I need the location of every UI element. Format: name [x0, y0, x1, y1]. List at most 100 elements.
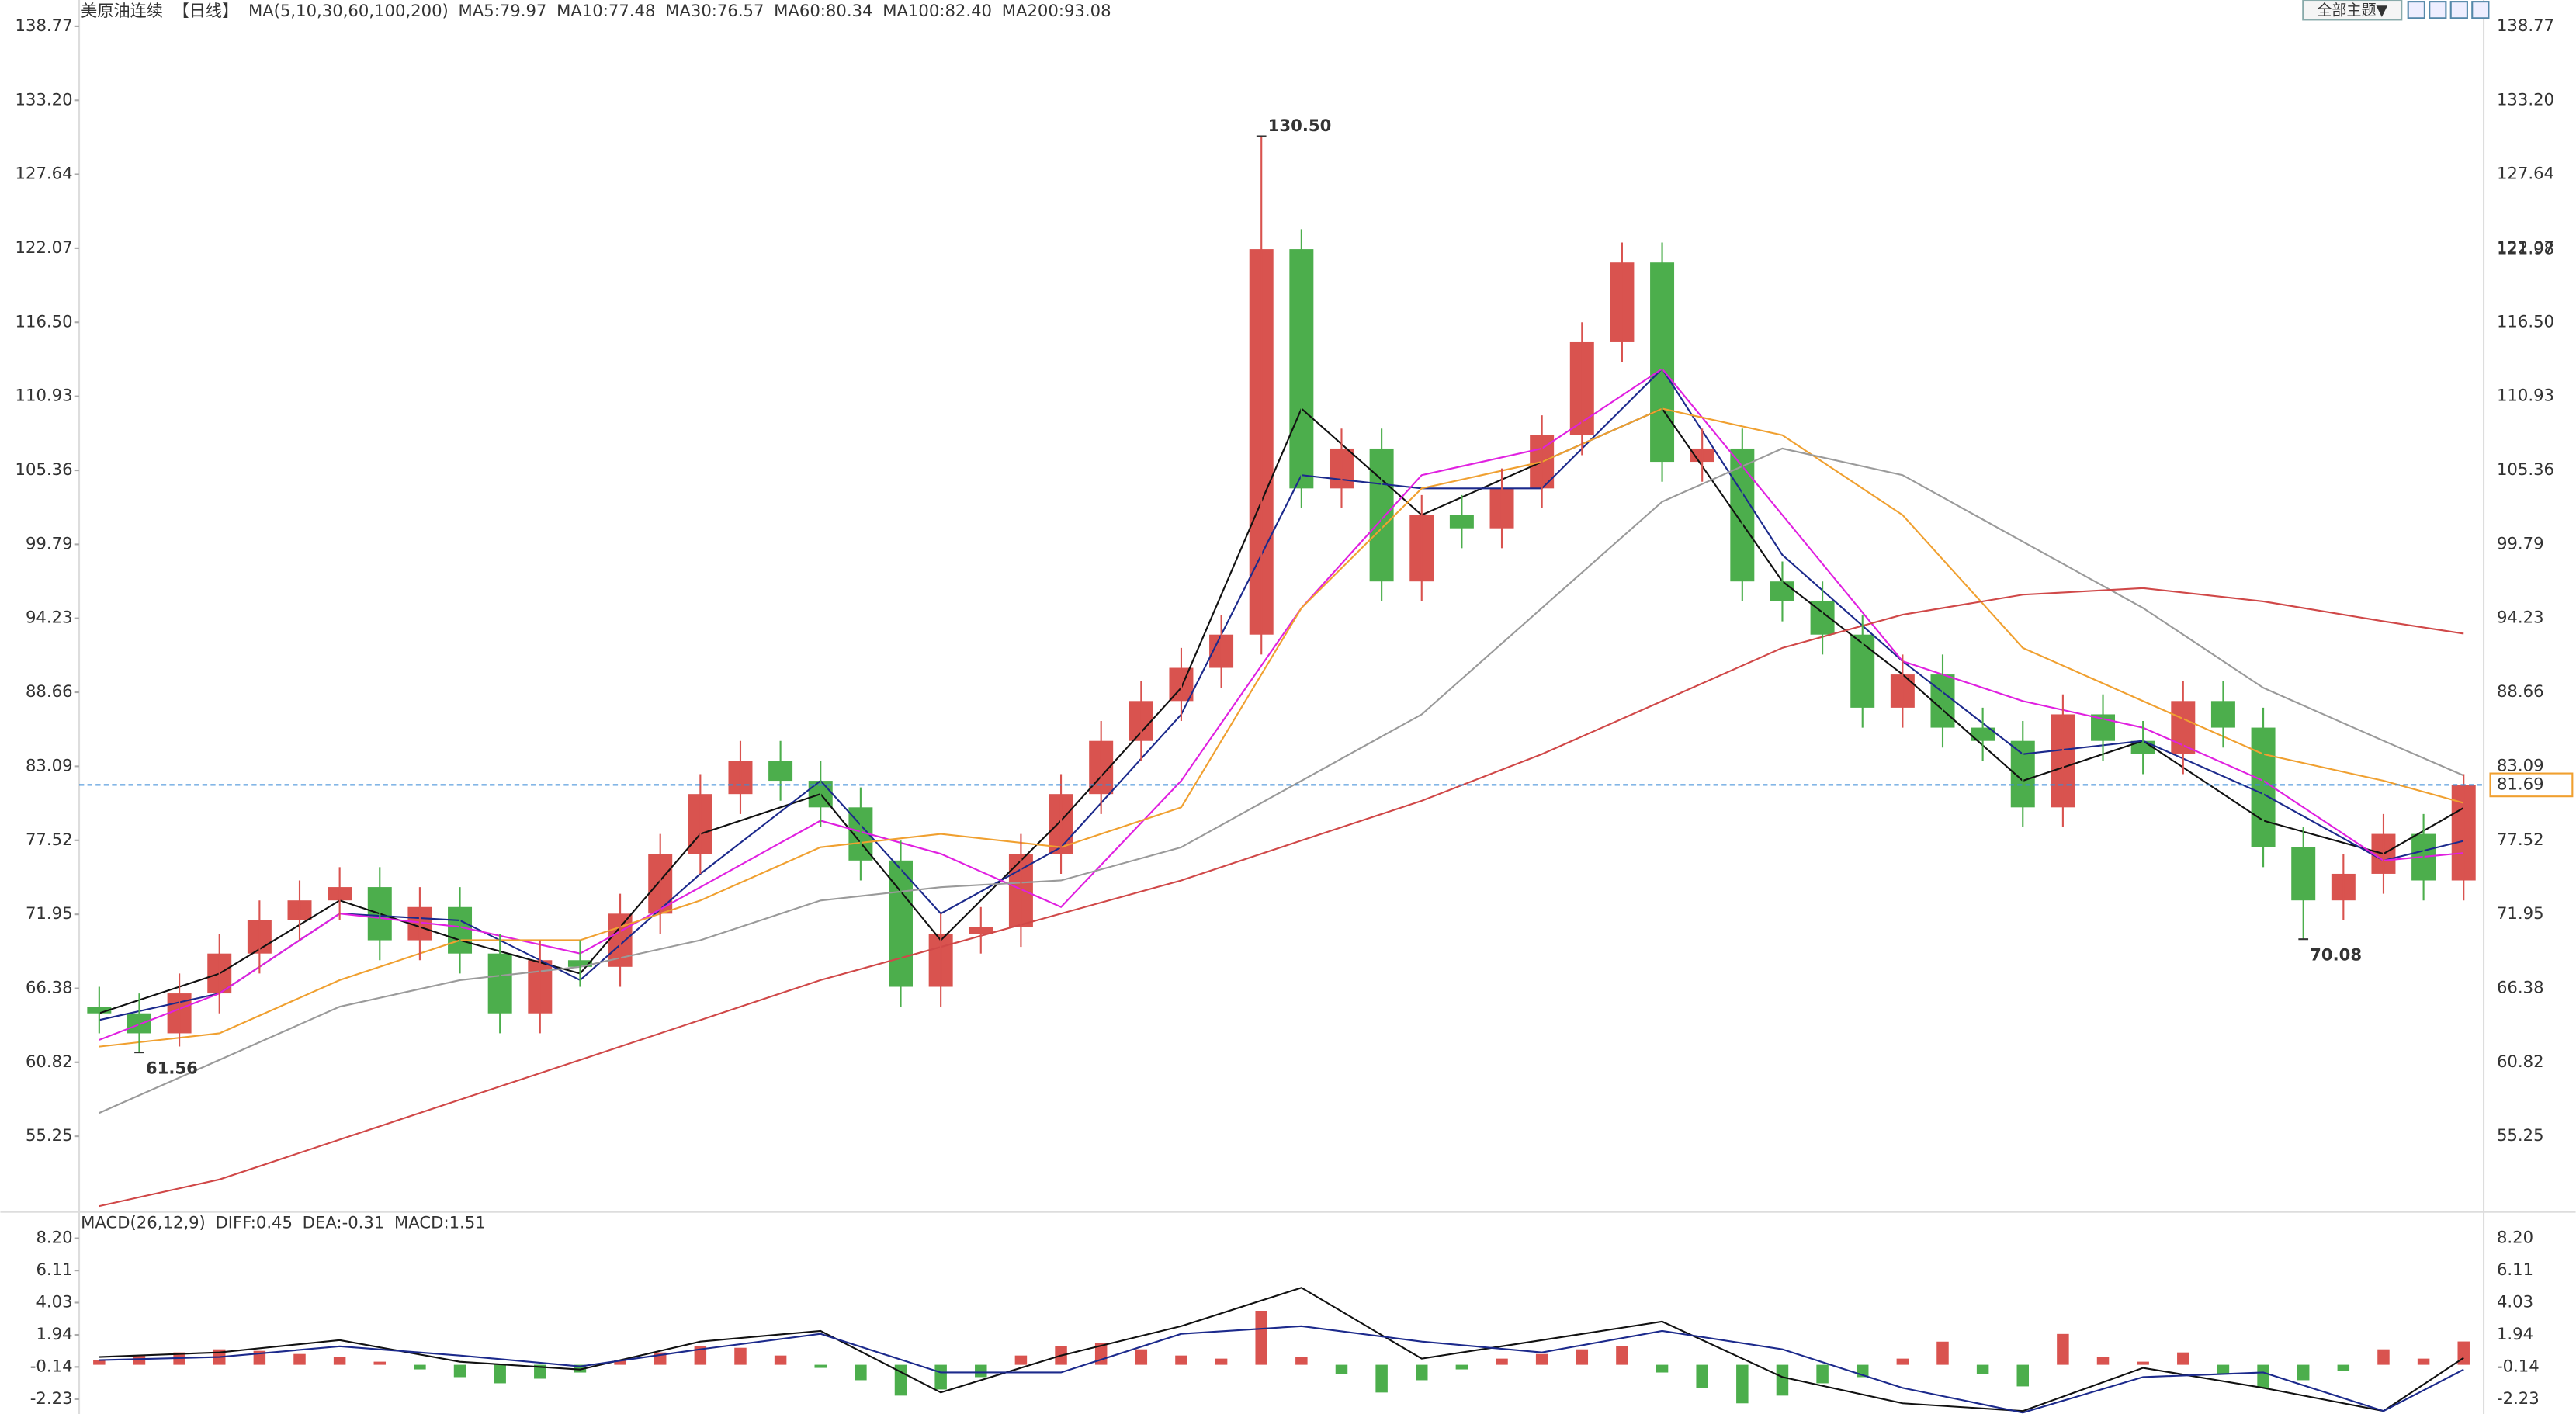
macd-bar — [2257, 1364, 2269, 1388]
theme-button-label[interactable]: 全部主题▼ — [2317, 2, 2387, 19]
ma-line — [99, 587, 2464, 1208]
y-tick-label-right: 6.11 — [2497, 1260, 2533, 1279]
y-tick-label: 133.20 — [16, 89, 73, 109]
macd-bar — [814, 1364, 827, 1368]
macd-bar — [2057, 1333, 2069, 1365]
y-tick-label: 88.66 — [26, 681, 73, 701]
macd-bar — [293, 1353, 306, 1365]
header-label: 【日线】 — [173, 1, 239, 20]
y-tick-label-right: 71.95 — [2497, 903, 2544, 923]
toolbar-icons[interactable] — [2407, 1, 2490, 19]
y-tick-label: 55.25 — [26, 1125, 73, 1145]
y-tick-label-right: 1.94 — [2497, 1324, 2533, 1343]
y-tick-label-right: 105.36 — [2497, 459, 2554, 479]
y-tick-label-right: 83.09 — [2497, 755, 2544, 775]
header-label: 美原油连续 — [81, 1, 163, 20]
macd-bar — [133, 1355, 146, 1365]
macd-bar — [93, 1360, 106, 1365]
y-tick-label: 6.11 — [36, 1260, 72, 1279]
y-tick-label-right: 94.23 — [2497, 608, 2544, 627]
macd-bar — [2217, 1364, 2230, 1374]
header-label: MA60:80.34 — [774, 1, 872, 20]
y-tick-label-right: 116.50 — [2497, 311, 2554, 331]
y-tick-label-right: 122.07 — [2497, 237, 2554, 257]
y-tick-label: 99.79 — [26, 533, 73, 553]
right-marker-label: 121.98 — [2497, 238, 2554, 258]
macd-bar — [694, 1346, 707, 1365]
macd-bar — [1175, 1355, 1187, 1365]
macd-bar — [1896, 1358, 1909, 1365]
y-tick-label-right: 60.82 — [2497, 1052, 2544, 1071]
macd-bar — [494, 1364, 506, 1384]
y-tick-label-right: -0.14 — [2497, 1356, 2540, 1375]
y-tick-label: 94.23 — [26, 608, 73, 627]
macd-bar — [614, 1360, 626, 1365]
y-tick-label-right: 77.52 — [2497, 830, 2544, 849]
y-tick-label-right: 88.66 — [2497, 681, 2544, 701]
macd-bar — [934, 1364, 947, 1390]
y-tick-label: 83.09 — [26, 755, 73, 775]
extreme-label: 130.50 — [1268, 116, 1332, 135]
macd-bar — [1816, 1364, 1829, 1384]
macd-bar — [2417, 1358, 2430, 1365]
y-tick-label-right: 127.64 — [2497, 164, 2554, 183]
macd-bar — [1455, 1364, 1468, 1370]
y-tick-label: 71.95 — [26, 903, 73, 923]
plot-area — [93, 1287, 2470, 1414]
last-price-label: 81.69 — [2497, 774, 2544, 793]
header-label: MACD(26,12,9) — [81, 1213, 206, 1232]
macd-bar — [414, 1364, 426, 1370]
macd-bar — [534, 1364, 546, 1379]
y-tick-label-right: -2.23 — [2497, 1388, 2540, 1408]
macd-bar — [975, 1364, 987, 1378]
header-label: MACD:1.51 — [394, 1213, 486, 1232]
macd-bar — [1295, 1357, 1308, 1365]
header-label: MA(5,10,30,60,100,200) — [248, 1, 449, 20]
dea-line — [99, 1325, 2464, 1414]
macd-bar — [1014, 1355, 1028, 1365]
macd-bar — [1215, 1358, 1228, 1365]
y-tick-label: 116.50 — [16, 311, 73, 331]
header-label: MA30:76.57 — [665, 1, 764, 20]
macd-bar — [1135, 1349, 1148, 1365]
macd-bar — [373, 1361, 387, 1365]
macd-bar — [574, 1364, 587, 1373]
macd-bar — [855, 1364, 867, 1381]
extreme-label: 70.08 — [2310, 944, 2362, 964]
macd-bar — [2096, 1357, 2110, 1365]
macd-bar — [1616, 1346, 1628, 1365]
macd-bar — [2177, 1352, 2189, 1365]
macd-bar — [1535, 1353, 1548, 1365]
macd-bar — [734, 1347, 747, 1365]
theme-button[interactable] — [2302, 0, 2403, 21]
header-label: DIFF:0.45 — [216, 1213, 293, 1232]
macd-bar — [1736, 1364, 1749, 1404]
macd-bar — [2377, 1349, 2390, 1365]
header-label: MA200:93.08 — [1002, 1, 1111, 20]
macd-bar — [774, 1355, 787, 1365]
y-tick-label: 110.93 — [16, 386, 73, 405]
y-tick-label-right: 99.79 — [2497, 533, 2544, 553]
macd-bar — [1335, 1364, 1348, 1374]
last-price-box — [2489, 772, 2574, 798]
macd-bar — [2137, 1361, 2149, 1365]
y-tick-label: 60.82 — [26, 1052, 73, 1071]
header-label: MA5:79.97 — [459, 1, 547, 20]
macd-bar — [1416, 1364, 1428, 1381]
y-tick-label: 66.38 — [26, 978, 73, 997]
y-tick-label: 138.77 — [16, 16, 73, 35]
header-label: MA10:77.48 — [556, 1, 655, 20]
y-tick-label: 105.36 — [16, 459, 73, 479]
y-tick-label: 77.52 — [26, 830, 73, 849]
macd-bar — [453, 1364, 466, 1378]
macd-bar — [1696, 1364, 1708, 1388]
y-tick-label: 4.03 — [36, 1291, 72, 1311]
y-tick-label-right: 133.20 — [2497, 89, 2554, 109]
macd-bar — [1776, 1364, 1789, 1396]
y-tick-label: -0.14 — [30, 1356, 73, 1375]
macd-bar — [894, 1364, 907, 1396]
macd-bar — [1375, 1364, 1388, 1393]
macd-bar — [1576, 1349, 1589, 1365]
